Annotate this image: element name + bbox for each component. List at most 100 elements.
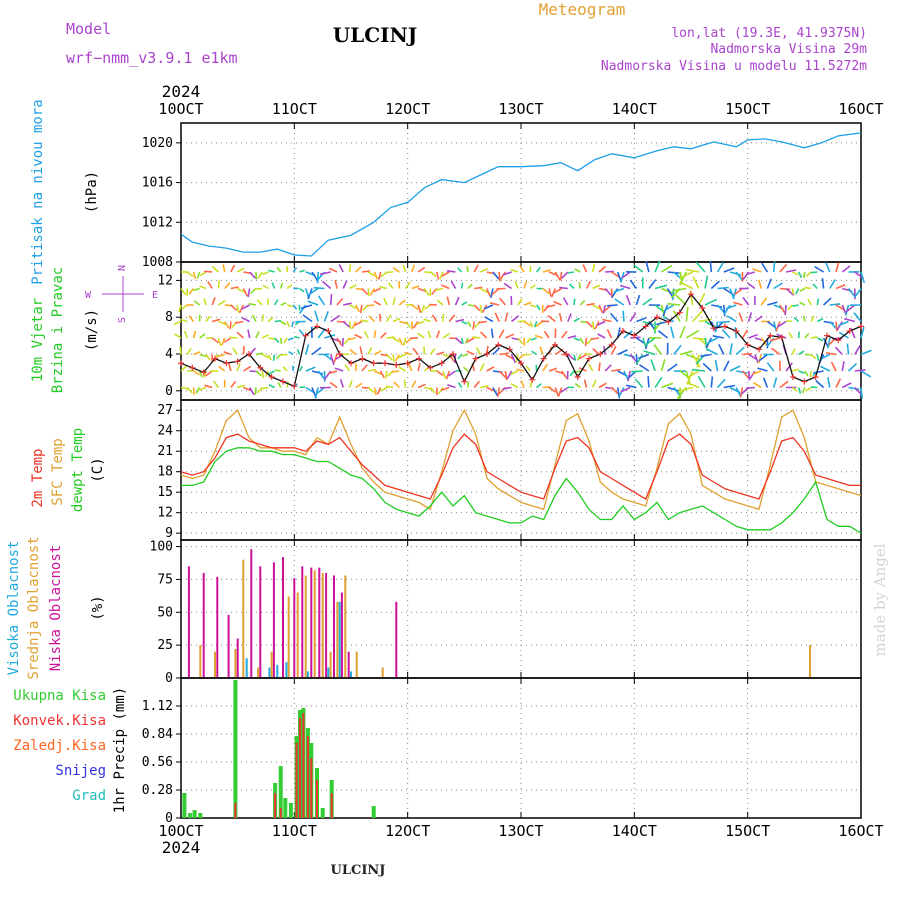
wind-arrow bbox=[280, 282, 284, 289]
wind-arrow bbox=[255, 271, 258, 280]
wind-arrow bbox=[466, 266, 469, 273]
wind-arrow bbox=[704, 337, 709, 352]
wind-arrow bbox=[535, 266, 542, 273]
wind-arrow bbox=[748, 353, 758, 361]
wind-arrow bbox=[373, 287, 381, 293]
wind-arrow bbox=[687, 370, 700, 379]
wind-arrow bbox=[276, 266, 282, 273]
wind-arrow bbox=[573, 337, 581, 342]
wind-arrow bbox=[844, 317, 856, 323]
wind-arrow bbox=[436, 351, 445, 356]
wind-arrow bbox=[486, 386, 495, 392]
wind-arrow bbox=[742, 296, 750, 306]
temp-ylabel-sfc: SFC Temp bbox=[50, 438, 66, 505]
wind-arrow bbox=[636, 317, 647, 323]
wind-arrow bbox=[592, 284, 601, 290]
compass-n: N bbox=[117, 265, 128, 271]
wind-arrow bbox=[305, 344, 310, 355]
precip-ylabel: 1hr Precip (mm) bbox=[112, 687, 128, 813]
wind-arrow bbox=[559, 271, 563, 281]
wind-arrow bbox=[533, 321, 538, 328]
wind-arrow bbox=[324, 334, 336, 339]
wind-arrow bbox=[692, 310, 703, 323]
wind-arrow bbox=[254, 287, 263, 291]
wind-arrow bbox=[784, 304, 787, 316]
wind-arrow bbox=[814, 265, 825, 273]
wind-arrow bbox=[516, 368, 525, 372]
pressure-tick-label-2: 1016 bbox=[142, 176, 173, 191]
wind-arrow bbox=[605, 270, 614, 273]
wind-arrow bbox=[315, 386, 325, 395]
wind-arrow bbox=[277, 381, 282, 388]
wind-arrow bbox=[283, 337, 288, 344]
wind-arrow bbox=[255, 331, 260, 339]
wind-arrow bbox=[462, 366, 469, 372]
wind-arrow bbox=[700, 353, 712, 358]
x-tick-label-bottom: 13OCT bbox=[498, 822, 543, 840]
convective-rain-bar bbox=[306, 736, 309, 818]
wind-arrow bbox=[394, 354, 400, 362]
wind-arrow bbox=[592, 304, 601, 310]
wind-arrow bbox=[530, 337, 537, 341]
mid-cloud-bar bbox=[296, 592, 299, 678]
precip-tick-label-4: 1.12 bbox=[142, 699, 173, 714]
high-cloud-bar bbox=[327, 667, 330, 678]
wind-arrow bbox=[539, 346, 544, 355]
wind-arrow bbox=[642, 297, 653, 306]
wind-arrow bbox=[342, 280, 348, 289]
x-tick-label-bottom: 12OCT bbox=[385, 822, 430, 840]
convective-rain-bar bbox=[234, 803, 237, 818]
wind-arrow bbox=[373, 300, 382, 306]
wind-arrow bbox=[821, 278, 825, 289]
wind-arrow bbox=[242, 365, 252, 372]
wind-arrow bbox=[788, 332, 794, 339]
wind-arrow bbox=[810, 315, 815, 322]
wind-arrow bbox=[292, 267, 298, 273]
wind-arrow bbox=[402, 264, 407, 273]
wind-arrow bbox=[475, 347, 482, 355]
precip-tick-label-1: 0.28 bbox=[142, 783, 173, 798]
wind-arrow bbox=[399, 320, 407, 325]
wind-arrow bbox=[211, 297, 216, 306]
wind-arrow bbox=[349, 348, 357, 356]
wind-arrow bbox=[802, 315, 806, 322]
wind-arrow bbox=[300, 304, 313, 310]
wind-arrow bbox=[361, 364, 368, 372]
wind-arrow bbox=[183, 330, 188, 339]
x-tick-label-top: 13OCT bbox=[498, 100, 543, 118]
wind-arrow bbox=[229, 336, 238, 339]
wind-arrow bbox=[760, 337, 768, 346]
wind-arrow bbox=[704, 275, 709, 289]
wind-arrow bbox=[667, 302, 681, 306]
wind-arrow bbox=[393, 381, 400, 389]
wind-arrow bbox=[810, 353, 817, 360]
wind-arrow bbox=[373, 387, 377, 396]
wind-arrow bbox=[342, 320, 351, 328]
precip-legend-hail: Grad bbox=[72, 788, 106, 804]
wind-arrow bbox=[412, 347, 419, 356]
wind-arrow bbox=[582, 264, 588, 273]
wind-arrow bbox=[548, 271, 557, 276]
wind-arrow bbox=[398, 337, 404, 346]
wind-arrow bbox=[860, 271, 866, 284]
wind-arrow bbox=[553, 300, 562, 306]
wind-arrow bbox=[525, 365, 532, 372]
wind-arrow bbox=[610, 386, 619, 395]
wind-arrow bbox=[329, 294, 333, 306]
temperature-tick-label-2: 15 bbox=[157, 485, 173, 500]
wind-arrow bbox=[718, 320, 731, 324]
wind-arrow bbox=[254, 387, 257, 395]
wind-arrow bbox=[820, 353, 831, 360]
wind-arrow bbox=[454, 337, 463, 345]
wind-arrow bbox=[526, 337, 532, 344]
wind-arrow bbox=[558, 387, 563, 396]
wind-arrow bbox=[376, 387, 382, 395]
wind-arrow bbox=[716, 262, 725, 273]
wind-arrow bbox=[485, 288, 491, 297]
wind-arrow bbox=[567, 313, 572, 322]
wind-arrow bbox=[710, 280, 721, 290]
wind-arrow bbox=[629, 312, 637, 322]
wind-arrow bbox=[773, 282, 783, 290]
wind-arrow bbox=[588, 363, 594, 372]
wind-arrow bbox=[560, 370, 568, 379]
